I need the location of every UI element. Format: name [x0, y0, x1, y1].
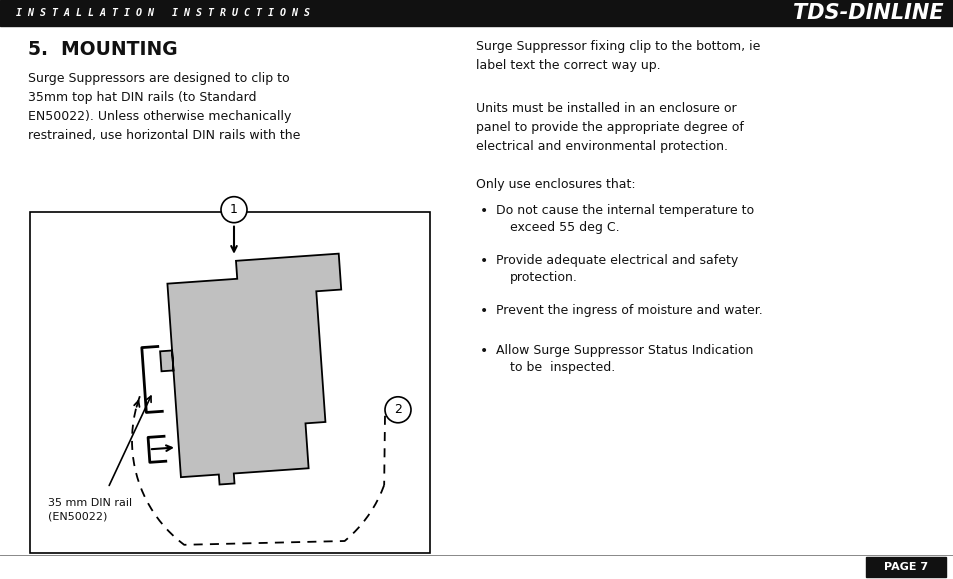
Text: •: •: [479, 304, 488, 318]
Bar: [0, 0, 953, 26]
Text: Units must be installed in an enclosure or
panel to provide the appropriate degr: Units must be installed in an enclosure …: [476, 102, 743, 153]
Text: Allow Surge Suppressor Status Indication: Allow Surge Suppressor Status Indication: [496, 344, 753, 357]
Text: TDS-DINLINE: TDS-DINLINE: [793, 3, 943, 23]
Text: Do not cause the internal temperature to: Do not cause the internal temperature to: [496, 204, 753, 217]
Polygon shape: [160, 254, 341, 485]
Text: •: •: [479, 254, 488, 268]
Circle shape: [221, 197, 247, 223]
Text: Only use enclosures that:: Only use enclosures that:: [476, 178, 635, 191]
Text: 5.  MOUNTING: 5. MOUNTING: [28, 40, 177, 59]
Text: Surge Suppressor fixing clip to the bottom, ie
label text the correct way up.: Surge Suppressor fixing clip to the bott…: [476, 40, 760, 72]
Text: •: •: [479, 344, 488, 358]
Text: Prevent the ingress of moisture and water.: Prevent the ingress of moisture and wate…: [496, 304, 762, 317]
Text: Provide adequate electrical and safety: Provide adequate electrical and safety: [496, 254, 738, 267]
Text: 1: 1: [230, 203, 237, 216]
Text: Surge Suppressors are designed to clip to
35mm top hat DIN rails (to Standard
EN: Surge Suppressors are designed to clip t…: [28, 72, 300, 142]
Text: 2: 2: [394, 404, 401, 416]
Text: to be  inspected.: to be inspected.: [510, 361, 615, 374]
Text: protection.: protection.: [510, 271, 578, 284]
Text: PAGE 7: PAGE 7: [883, 562, 927, 572]
Text: 35 mm DIN rail
(EN50022): 35 mm DIN rail (EN50022): [48, 498, 132, 521]
Text: •: •: [479, 204, 488, 218]
Bar: [30, 212, 430, 553]
Bar: [865, 557, 945, 577]
Text: exceed 55 deg C.: exceed 55 deg C.: [510, 221, 619, 234]
Circle shape: [385, 397, 411, 423]
Text: I N S T A L L A T I O N   I N S T R U C T I O N S: I N S T A L L A T I O N I N S T R U C T …: [16, 8, 310, 18]
